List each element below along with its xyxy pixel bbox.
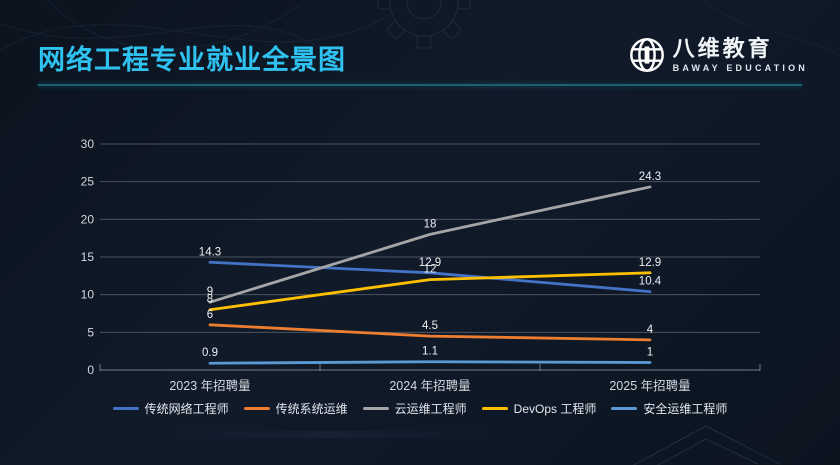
- data-label: 14.3: [199, 246, 221, 258]
- legend-item: DevOps 工程师: [481, 400, 597, 417]
- y-axis-label: 15: [81, 250, 95, 264]
- legend-label: 云运维工程师: [394, 401, 467, 416]
- data-label: 24.3: [639, 171, 661, 183]
- legend-marker: [481, 406, 508, 410]
- legend-label: 传统网络工程师: [144, 401, 229, 416]
- title-underline: [38, 84, 802, 86]
- brand-logo: 八维教育 BAWAY EDUCATION: [628, 36, 808, 74]
- series-line-3: [208, 271, 652, 312]
- data-label: 4.5: [422, 320, 438, 332]
- chevron-decoration: [632, 425, 781, 465]
- y-axis-label: 20: [81, 212, 95, 226]
- legend-marker: [243, 406, 270, 410]
- x-axis-label: 2023 年招聘量: [169, 379, 250, 393]
- gear-icon: [377, 0, 471, 49]
- data-label: 12: [424, 264, 437, 276]
- data-label: 18: [424, 218, 437, 230]
- series-line-1: [208, 323, 652, 342]
- series-line-0: [208, 260, 652, 294]
- globe-icon: [629, 38, 664, 72]
- legend-item: 安全运维工程师: [611, 400, 727, 417]
- series-line-4: [208, 360, 652, 365]
- legend-marker: [362, 406, 389, 410]
- legend-item: 云运维工程师: [362, 400, 467, 417]
- legend-label: DevOps 工程师: [513, 401, 597, 416]
- legend-item: 传统系统运维: [243, 400, 348, 417]
- legend-label: 传统系统运维: [275, 401, 348, 416]
- y-axis-label: 5: [87, 325, 94, 339]
- chart-legend: 传统网络工程师 传统系统运维 云运维工程师 DevOps 工程师 安全运维工程师: [0, 398, 840, 418]
- data-label: 9: [207, 286, 213, 298]
- network-arcs-decoration: [0, 0, 391, 56]
- page-title: 网络工程专业就业全景图: [38, 45, 346, 75]
- brand-name: 八维教育: [672, 36, 773, 62]
- data-label: 6: [207, 309, 213, 321]
- data-label: 12.9: [419, 257, 441, 269]
- series-line-2: [208, 185, 652, 304]
- data-label: 4: [647, 324, 654, 336]
- data-label: 12.9: [639, 257, 661, 269]
- legend-marker: [611, 406, 638, 410]
- y-axis-label: 30: [81, 137, 95, 151]
- y-axis-label: 10: [81, 288, 95, 302]
- y-axis-label: 25: [81, 175, 95, 189]
- data-label: 10.4: [639, 276, 662, 288]
- swirl-decoration: [701, 0, 840, 57]
- streak-decoration: [165, 431, 495, 438]
- x-axis-label: 2024 年招聘量: [389, 379, 470, 393]
- legend-label: 安全运维工程师: [643, 401, 728, 416]
- data-label: 1.1: [422, 346, 438, 358]
- y-axis-label: 0: [87, 363, 94, 377]
- brand-text: 八维教育 BAWAY EDUCATION: [673, 37, 808, 72]
- data-label: 8: [207, 294, 213, 306]
- legend-item: 传统网络工程师: [112, 400, 229, 417]
- x-axis-label: 2025 年招聘量: [609, 379, 690, 393]
- data-label: 1: [647, 346, 653, 358]
- data-label: 0.9: [202, 347, 218, 359]
- brand-subtitle: BAWAY EDUCATION: [672, 62, 808, 73]
- legend-marker: [112, 406, 139, 410]
